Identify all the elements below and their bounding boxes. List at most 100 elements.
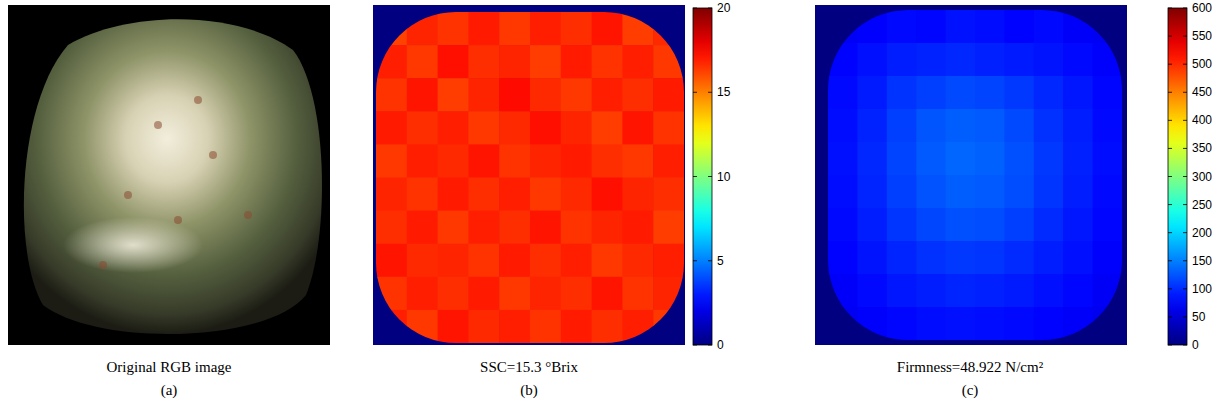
heatmap-cell [499,144,530,178]
heatmap-cell [975,175,1005,209]
heatmap-cell [946,241,976,275]
heatmap-cell [857,109,887,143]
heatmap-cell [530,111,561,145]
panel-caption: SSC=15.3 °Brix [480,359,578,375]
heatmap-cell [916,175,946,209]
heatmap-cell [1004,10,1034,44]
heatmap-cell [653,277,684,311]
heatmap-cells [376,12,684,343]
figure: Original RGB image(a)05101520SSC=15.3 °B… [0,0,1221,410]
colorbar-tick [1168,92,1172,93]
heatmap-cell [1004,274,1034,308]
colorbar-tick-label: 200 [1192,226,1212,240]
colorbar-tick [693,345,697,346]
heatmap-cell [975,76,1005,110]
heatmap-cell [916,307,946,340]
heatmap-cell [887,142,917,176]
heatmap-cell [438,111,469,145]
heatmap-cell [1063,109,1093,143]
heatmap-cell [887,175,917,209]
map-ground [815,5,1127,345]
colorbar-tick [708,260,712,261]
panel-caption: Firmness=48.922 N/cm² [897,359,1044,375]
colorbar-tick [1168,232,1172,233]
colorbar-tick [1183,345,1187,346]
heatmap-cell [592,144,623,178]
colorbar-tick [1168,8,1172,9]
heatmap-cell [438,78,469,112]
colorbar-tick [1183,148,1187,149]
heatmap-cell [653,111,684,145]
heatmap-cell [592,178,623,212]
colorbar-tick-label: 250 [1192,198,1212,212]
heatmap-cell [561,144,592,178]
heatmap-cell [530,211,561,245]
heatmap-cell [622,12,653,46]
heatmap-cell [530,244,561,278]
colorbar [693,8,712,345]
heatmap-cell [887,307,917,340]
heatmap-cell [1063,175,1093,209]
heatmap-cell [1093,43,1122,77]
heatmap-cell [376,12,407,46]
heatmap-cell [887,10,917,44]
heatmap-cell [946,175,976,209]
heatmap-cell [1004,142,1034,176]
heatmap-cell [622,111,653,145]
heatmap-cell [828,142,858,176]
colorbar-tick-label: 10 [717,170,731,184]
heatmap-cell [1034,175,1064,209]
colorbar-tick [708,176,712,177]
heatmap-cell [376,211,407,245]
heatmap-cell [468,45,499,79]
heatmap-cell [828,208,858,242]
heatmap-cell [468,244,499,278]
colorbar [1168,8,1187,345]
colorbar-tick [1168,316,1172,317]
heatmap-cell [857,241,887,275]
heatmap-cell [946,274,976,308]
heatmap-cell [1004,43,1034,77]
heatmap-cell [622,211,653,245]
heatmap-cell [376,111,407,145]
colorbar-tick-label: 450 [1192,85,1212,99]
heatmap-cell [1034,109,1064,143]
heatmap-cell [407,277,438,311]
heatmap-cell [438,277,469,311]
heatmap-cell [1063,274,1093,308]
colorbar-tick [1183,288,1187,289]
heatmap-cell [975,10,1005,44]
heatmap-cell [622,45,653,79]
colorbar-tick [1168,64,1172,65]
heatmap-cell [1034,241,1064,275]
heatmap-cell [1063,10,1093,44]
heatmap-cell [857,76,887,110]
heatmap-cell [622,310,653,343]
heatmap-cell [857,142,887,176]
heatmap-cell [946,142,976,176]
heatmap-cell [887,43,917,77]
heatmap-cell [1004,175,1034,209]
heatmap-cell [946,109,976,143]
heatmap-cell [857,274,887,308]
heatmap-cell [946,307,976,340]
heatmap-cell [857,307,887,340]
fruit [24,19,322,334]
heatmap-cell [438,244,469,278]
heatmap-cell [1093,10,1122,44]
map-ground [373,5,685,345]
heatmap-cell [561,78,592,112]
heatmap-cell [622,277,653,311]
heatmap-cell [376,277,407,311]
spot [124,191,132,199]
heatmap-cell [592,244,623,278]
heatmap-cell [407,12,438,46]
heatmap-cell [1093,307,1122,340]
colorbar-tick [693,8,697,9]
heatmap-cell [975,142,1005,176]
colorbar-tick [1183,260,1187,261]
colorbar-tick [1168,148,1172,149]
heatmap-cell [1034,43,1064,77]
heatmap-cell [916,274,946,308]
heatmap-cell [438,211,469,245]
